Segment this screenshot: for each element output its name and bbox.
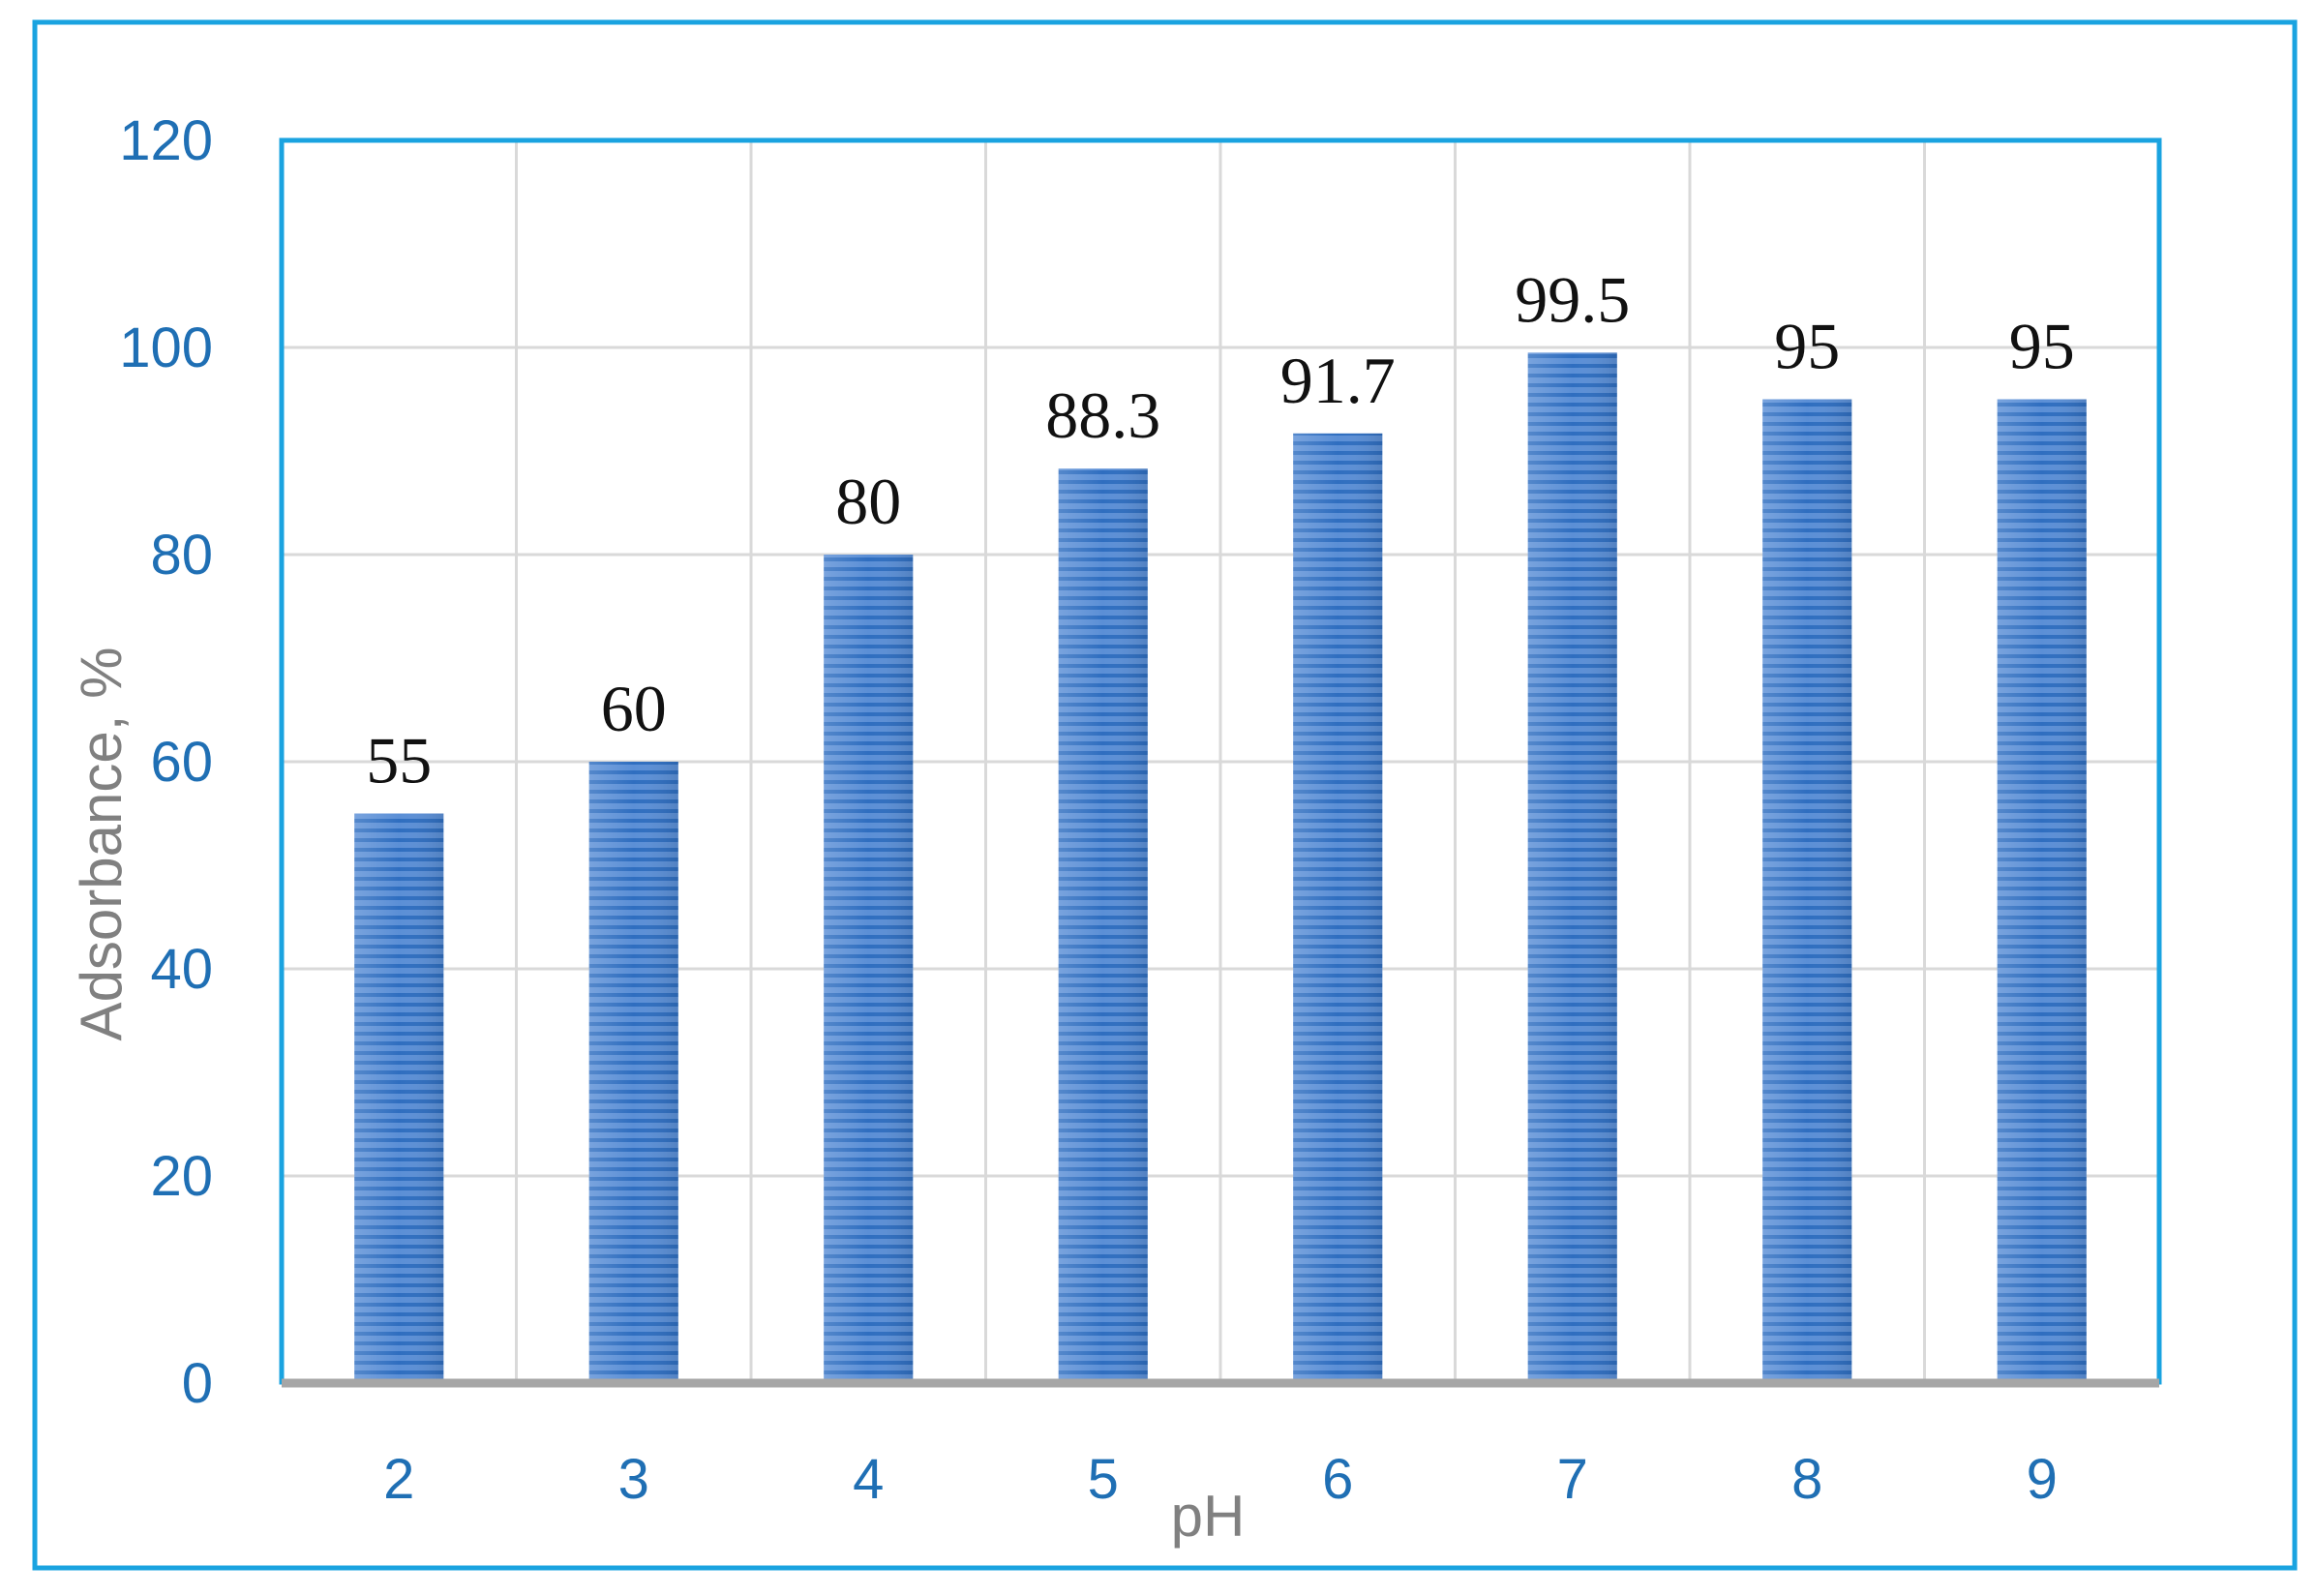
data-labels: 55 60 80 88.3 91.7 99.5 95 95 xyxy=(366,262,2075,797)
bar-shade-ph-2 xyxy=(354,813,444,1379)
x-axis-title: pH xyxy=(1171,1484,1246,1549)
y-tick-label: 20 xyxy=(150,1145,213,1208)
x-tick-label: 4 xyxy=(853,1448,884,1511)
y-tick-label: 100 xyxy=(119,316,213,379)
bars xyxy=(354,352,2087,1380)
x-axis-ticks: 2 3 4 5 6 7 8 9 xyxy=(383,1448,2058,1511)
y-tick-label: 120 xyxy=(119,109,213,172)
x-tick-label: 5 xyxy=(1088,1448,1119,1511)
data-label: 99.5 xyxy=(1515,262,1630,336)
bar-shade-ph-5 xyxy=(1058,468,1148,1379)
x-tick-label: 6 xyxy=(1322,1448,1353,1511)
data-label: 95 xyxy=(2009,310,2075,383)
data-label: 60 xyxy=(601,672,667,745)
data-label: 55 xyxy=(366,724,432,798)
gridlines xyxy=(282,140,2159,1383)
bar-shade-ph-7 xyxy=(1527,352,1617,1380)
x-tick-label: 3 xyxy=(618,1448,649,1511)
y-axis-title: Adsorbance, % xyxy=(69,647,134,1041)
y-tick-label: 0 xyxy=(182,1352,213,1415)
bar-shade-ph-4 xyxy=(824,555,914,1379)
x-tick-label: 2 xyxy=(383,1448,414,1511)
bar-shade-ph-6 xyxy=(1293,433,1383,1379)
x-tick-label: 9 xyxy=(2027,1448,2058,1511)
outer-frame xyxy=(32,19,2298,1571)
y-tick-label: 40 xyxy=(150,938,213,1001)
data-label: 80 xyxy=(835,465,901,538)
x-tick-label: 8 xyxy=(1791,1448,1822,1511)
data-label: 88.3 xyxy=(1045,378,1160,452)
bar-shade-ph-8 xyxy=(1762,399,1852,1379)
data-label: 95 xyxy=(1774,310,1840,383)
y-tick-label: 80 xyxy=(150,524,213,587)
y-axis-ticks: 0 20 40 60 80 100 120 xyxy=(119,109,213,1415)
data-label: 91.7 xyxy=(1280,344,1396,417)
bar-shade-ph-9 xyxy=(1997,399,2087,1379)
x-tick-label: 7 xyxy=(1557,1448,1588,1511)
bar-shade-ph-3 xyxy=(588,762,678,1379)
y-tick-label: 60 xyxy=(150,731,213,794)
